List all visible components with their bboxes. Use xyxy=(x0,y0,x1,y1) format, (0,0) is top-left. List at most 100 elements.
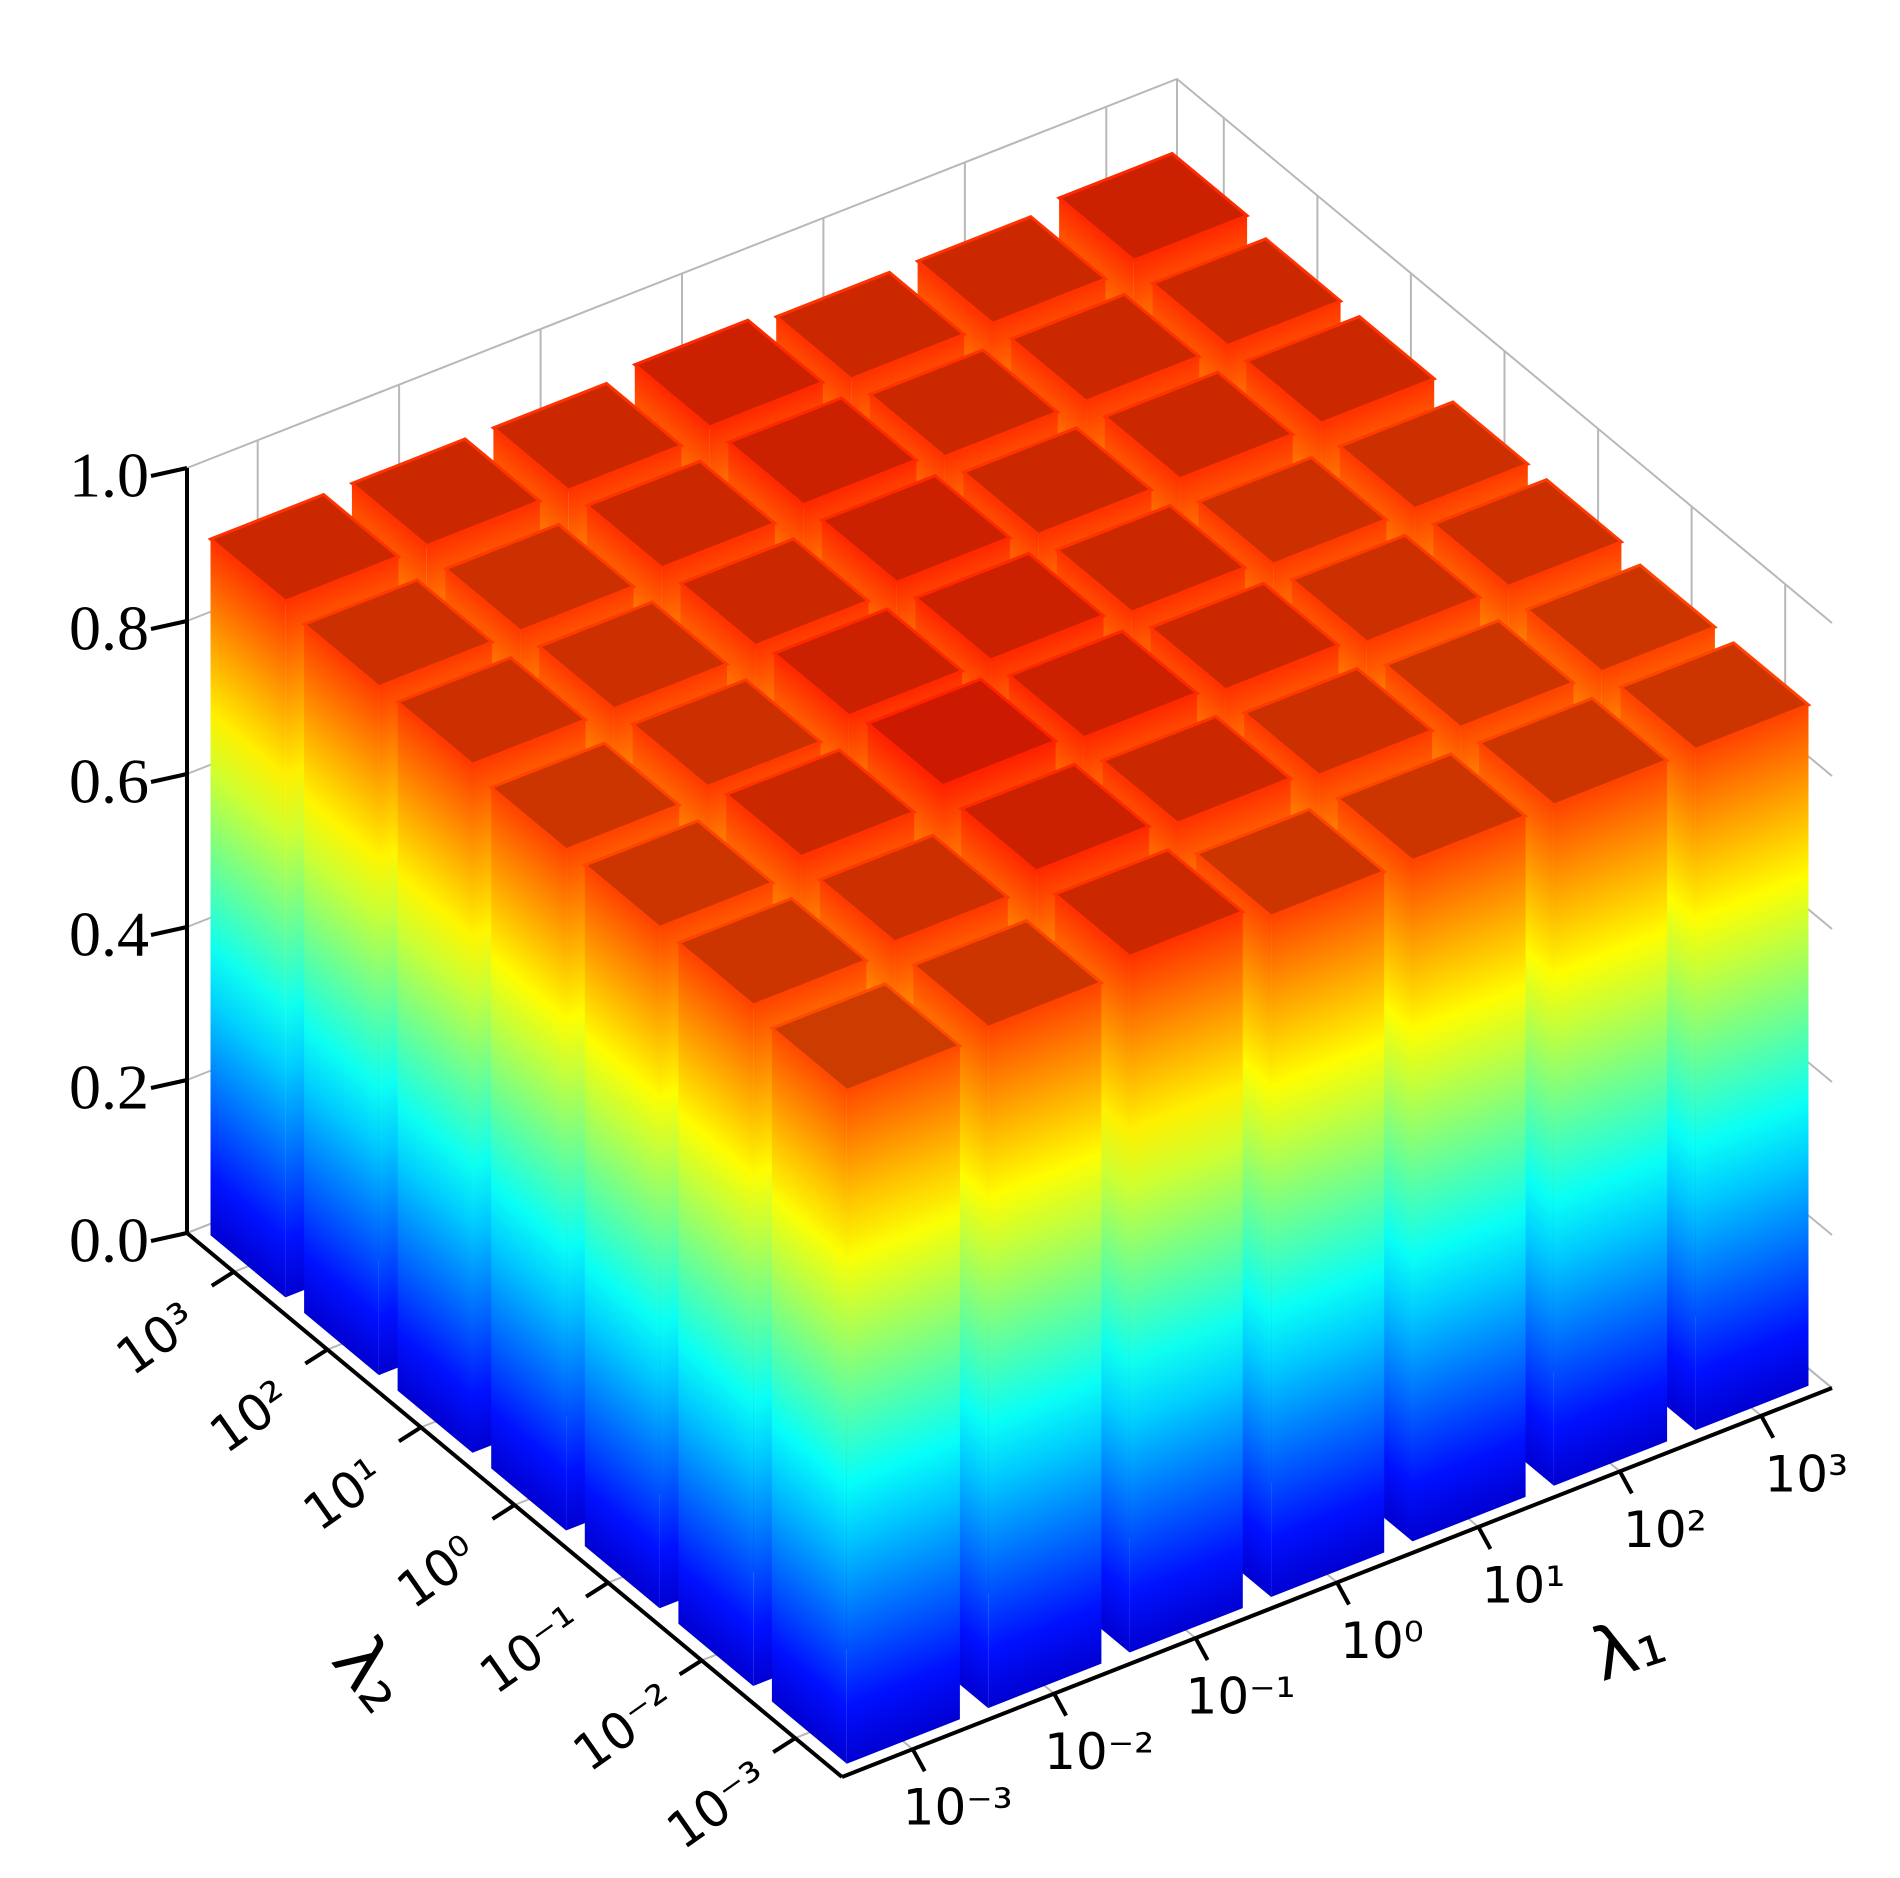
y-axis-label: λ₂ xyxy=(316,1620,426,1728)
bar xyxy=(771,607,966,718)
z-tick-label: 0.8 xyxy=(69,593,149,664)
bar xyxy=(864,677,1059,788)
bar-face xyxy=(846,1046,960,1764)
bar xyxy=(1476,696,1671,807)
bar-face xyxy=(1695,704,1809,1431)
z-tick xyxy=(150,619,188,631)
z-tick xyxy=(150,1078,188,1090)
bar xyxy=(768,982,963,1093)
bar xyxy=(1241,666,1436,777)
y-tick xyxy=(678,1658,703,1677)
bar xyxy=(912,551,1107,662)
x-tick xyxy=(1052,1692,1068,1717)
bar-face xyxy=(397,702,473,1453)
y-tick-label: 10² xyxy=(199,1369,301,1465)
bar xyxy=(490,381,685,492)
bar xyxy=(914,214,1109,326)
bar-face xyxy=(491,787,567,1531)
z-tick-label: 0.2 xyxy=(69,1052,149,1123)
bar xyxy=(631,318,826,429)
bar xyxy=(818,473,1013,585)
bar-face xyxy=(1129,911,1243,1653)
y-tick xyxy=(584,1581,610,1599)
bar xyxy=(1008,292,1203,403)
bar xyxy=(1195,455,1390,566)
bar xyxy=(1147,581,1342,692)
bar xyxy=(348,437,543,548)
x-tick xyxy=(1335,1581,1351,1606)
x-tick xyxy=(1193,1637,1210,1662)
x-tick xyxy=(1759,1414,1776,1439)
bar xyxy=(1053,503,1248,614)
bar xyxy=(723,748,918,859)
z-tick-label: 0.0 xyxy=(69,1205,149,1276)
x-tick-label: 10² xyxy=(1623,1501,1707,1559)
bar xyxy=(1193,807,1388,918)
x-tick-label: 10³ xyxy=(1764,1445,1848,1503)
y-tick-label: 10⁻³ xyxy=(656,1750,779,1861)
bar xyxy=(958,762,1153,873)
bar xyxy=(1149,237,1344,348)
y-tick xyxy=(397,1425,423,1443)
bar xyxy=(1243,314,1438,425)
bar xyxy=(1006,629,1201,740)
z-tick xyxy=(150,466,188,478)
y-tick xyxy=(491,1503,516,1521)
bar xyxy=(1430,477,1625,589)
z-tick xyxy=(150,772,188,784)
bar xyxy=(1382,618,1577,730)
bar xyxy=(442,522,637,633)
bar xyxy=(394,655,589,767)
bar xyxy=(583,459,778,570)
x-axis-label: λ₁ xyxy=(1581,1596,1675,1698)
x-tick xyxy=(1618,1470,1634,1495)
y-tick xyxy=(304,1347,329,1366)
bar xyxy=(1334,752,1529,863)
x-tick xyxy=(910,1748,927,1773)
z-tick-label: 0.6 xyxy=(69,746,149,817)
bar xyxy=(960,426,1155,537)
bar xyxy=(1101,370,1296,481)
y-tick-label: 10⁻² xyxy=(563,1672,686,1783)
bar xyxy=(773,270,968,381)
x-tick-label: 10⁻¹ xyxy=(1186,1668,1296,1726)
bar-face xyxy=(771,1028,847,1764)
y-tick-label: 10³ xyxy=(106,1291,208,1387)
x-tick-label: 10¹ xyxy=(1482,1556,1566,1614)
bar-face xyxy=(210,539,286,1298)
bar xyxy=(816,833,1011,944)
bar xyxy=(207,492,402,603)
bar xyxy=(629,678,824,789)
bar xyxy=(1056,151,1251,262)
bar xyxy=(581,819,776,930)
bar xyxy=(1288,533,1483,644)
bar-face xyxy=(988,982,1102,1709)
x-tick-label: 10⁰ xyxy=(1340,1612,1424,1670)
bar xyxy=(488,741,683,852)
y-tick-label: 10¹ xyxy=(293,1447,395,1543)
x-tick xyxy=(1476,1525,1493,1550)
z-tick xyxy=(150,1231,188,1243)
z-tick-label: 1.0 xyxy=(69,440,149,511)
y-tick-label: 10⁰ xyxy=(387,1524,489,1620)
bar xyxy=(301,578,496,689)
y-tick xyxy=(772,1736,797,1754)
y-tick xyxy=(210,1270,235,1288)
bar xyxy=(1617,641,1812,752)
bar xyxy=(1051,848,1246,959)
bar-face xyxy=(584,865,660,1609)
bar xyxy=(866,348,1061,459)
z-tick xyxy=(150,925,188,937)
bar xyxy=(725,396,920,507)
bar-face xyxy=(1553,760,1668,1486)
z-tick-label: 0.4 xyxy=(69,899,149,970)
bar xyxy=(675,896,870,1007)
bar xyxy=(910,918,1105,1030)
bar xyxy=(677,537,872,648)
x-tick-label: 10⁻² xyxy=(1044,1723,1154,1781)
bar xyxy=(1099,714,1294,825)
bar xyxy=(536,600,731,711)
bar-face xyxy=(1271,871,1385,1597)
x-tick-label: 10⁻³ xyxy=(903,1779,1013,1837)
